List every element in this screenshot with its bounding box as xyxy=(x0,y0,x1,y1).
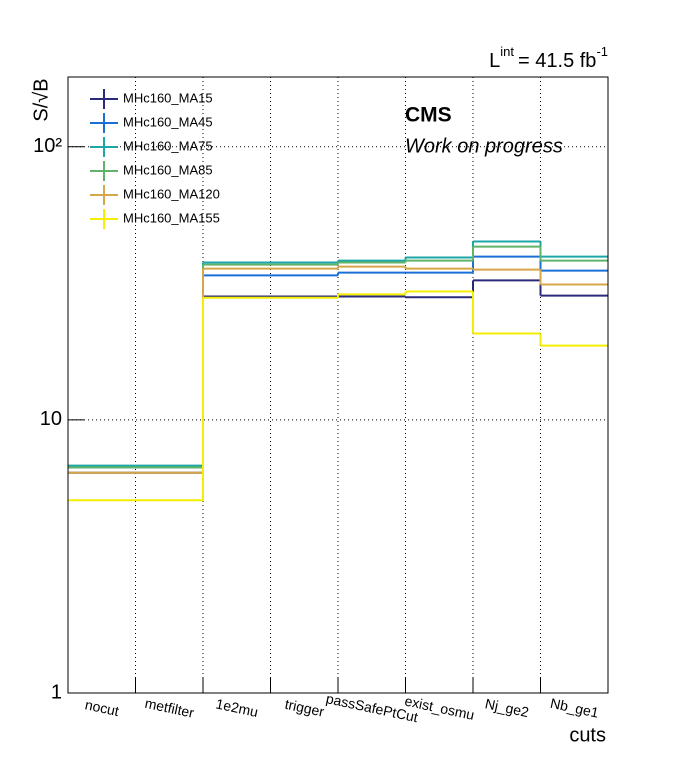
x-tick-label: nocut xyxy=(84,696,121,719)
lumi-text: = 41.5 fb xyxy=(518,50,596,72)
experiment-label: CMS xyxy=(405,104,452,127)
lumi-label: Lint = 41.5 fb-1 xyxy=(489,44,608,72)
lumi-symbol-sup: int xyxy=(500,44,514,59)
legend-label: MHc160_MA120 xyxy=(123,186,220,201)
legend-label: MHc160_MA15 xyxy=(123,90,213,105)
x-axis-label: cuts xyxy=(569,724,606,746)
lumi-symbol: L xyxy=(489,50,500,72)
y-tick-label: 10 xyxy=(40,408,62,430)
status-label: Work on progress xyxy=(405,135,563,157)
lumi-unit-sup: -1 xyxy=(596,44,608,59)
legend-label: MHc160_MA45 xyxy=(123,114,213,129)
legend-label: MHc160_MA85 xyxy=(123,162,213,177)
legend-label: MHc160_MA75 xyxy=(123,138,213,153)
legend: MHc160_MA15 MHc160_MA45 MHc160_MA75 MHc160_… xyxy=(90,89,220,229)
y-tick-label: 10² xyxy=(33,135,62,157)
legend-label: MHc160_MA155 xyxy=(123,210,220,225)
y-tick-label: 1 xyxy=(51,681,62,703)
y-axis-label: S/√B xyxy=(30,78,52,121)
